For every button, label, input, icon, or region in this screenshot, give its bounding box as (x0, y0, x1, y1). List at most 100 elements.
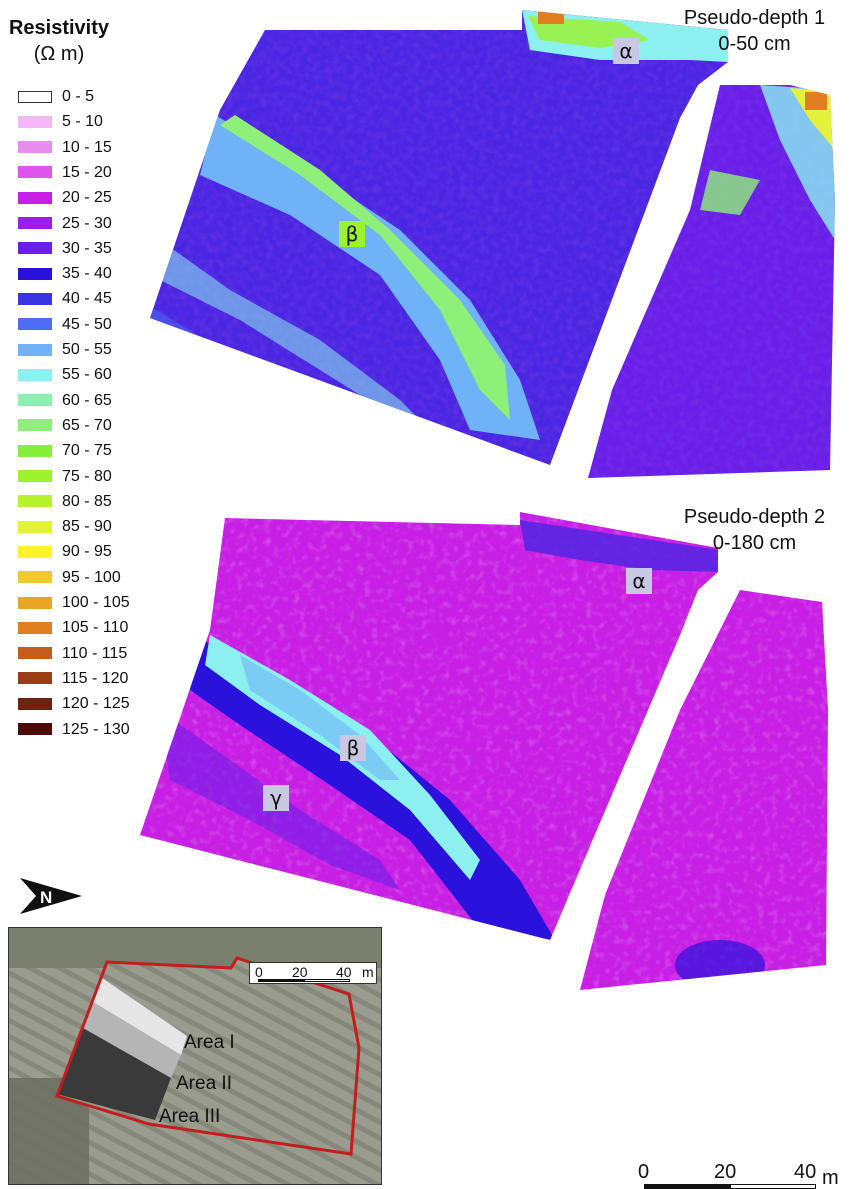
legend-label: 70 - 75 (62, 442, 112, 460)
legend-class: 125 - 130 (18, 720, 130, 738)
map-1-title: Pseudo-depth 1 (683, 7, 826, 29)
map-pseudo-depth-2: α β γ (0, 510, 854, 1000)
legend-label: 95 - 100 (62, 568, 121, 586)
legend-class: 0 - 5 (18, 88, 95, 105)
legend-class: 5 - 10 (18, 113, 103, 131)
legend-label: 65 - 70 (62, 416, 112, 434)
legend-class: 10 - 15 (18, 138, 112, 156)
resistivity-legend: Resistivity (Ω m) 0 - 5 5 - 10 10 - 15 15 -… (0, 0, 190, 740)
legend-swatch (18, 545, 52, 558)
map-1-depth-range: 0-50 cm (718, 33, 791, 55)
legend-class: 65 - 70 (18, 416, 112, 434)
zone-label-alpha-2: α (626, 568, 652, 594)
legend-label: 10 - 15 (62, 138, 112, 156)
zone-label-gamma-2: γ (263, 785, 289, 811)
legend-label: 15 - 20 (62, 163, 112, 181)
legend-label: 25 - 30 (62, 214, 112, 232)
main-scale-tick-0: 0 (638, 1161, 650, 1183)
area-label-3: Area III (159, 1106, 221, 1127)
legend-swatch (18, 621, 52, 634)
main-scale-tick-20: 20 (714, 1161, 737, 1183)
map-2-depth-range: 0-180 cm (712, 532, 797, 554)
legend-class: 25 - 30 (18, 214, 112, 232)
legend-class: 55 - 60 (18, 366, 112, 384)
legend-swatch (18, 444, 52, 457)
legend-class: 105 - 110 (18, 619, 129, 637)
map-2-title: Pseudo-depth 2 (683, 506, 826, 528)
north-label: N (40, 888, 52, 907)
legend-class: 40 - 45 (18, 290, 112, 308)
inset-scale-line (258, 979, 350, 982)
inset-scale-tick-40: 40 (336, 964, 352, 980)
legend-label: 40 - 45 (62, 290, 112, 308)
legend-class: 115 - 120 (18, 669, 129, 687)
legend-label: 30 - 35 (62, 239, 112, 257)
legend-label: 110 - 115 (62, 644, 128, 662)
legend-swatch (18, 242, 52, 255)
legend-label: 120 - 125 (62, 695, 130, 713)
legend-swatch (18, 90, 52, 103)
legend-label: 90 - 95 (62, 543, 112, 561)
main-scale-bar: 0 20 40 m (628, 1160, 854, 1189)
legend-swatch (18, 115, 52, 128)
legend-title: Resistivity (8, 17, 110, 39)
legend-label: 100 - 105 (62, 594, 130, 611)
legend-label: 0 - 5 (62, 88, 95, 105)
legend-swatch (18, 217, 52, 229)
legend-swatch (18, 343, 52, 356)
resistivity-map-1 (150, 10, 835, 478)
legend-swatch (18, 141, 52, 154)
legend-class: 45 - 50 (18, 315, 112, 333)
legend-swatch (18, 292, 52, 305)
legend-swatch (18, 419, 52, 432)
legend-swatch (18, 647, 52, 660)
legend-swatch (18, 697, 52, 710)
legend-swatch (18, 571, 52, 584)
legend-class: 110 - 115 (18, 644, 128, 662)
legend-swatch (18, 191, 52, 204)
zone-label-beta-2: β (340, 735, 366, 761)
legend-label: 80 - 85 (62, 492, 112, 510)
map-pseudo-depth-1: α β (0, 0, 854, 480)
legend-class: 30 - 35 (18, 239, 112, 257)
legend-label: 50 - 55 (62, 341, 112, 358)
legend-label: 105 - 110 (62, 619, 129, 637)
legend-swatch (18, 520, 52, 533)
north-arrow-icon: N (20, 878, 82, 914)
legend-swatch (18, 318, 52, 331)
legend-label: 45 - 50 (62, 315, 112, 333)
area-label-2: Area II (176, 1073, 232, 1094)
legend-swatch (18, 394, 52, 407)
inset-scale-unit: m (362, 964, 374, 980)
legend-class: 50 - 55 (18, 341, 112, 358)
inset-scale-bar: 0 20 40 m (249, 962, 377, 984)
legend-label: 125 - 130 (62, 720, 130, 738)
legend-label: 35 - 40 (62, 265, 112, 283)
legend-label: 85 - 90 (62, 518, 112, 536)
legend-class: 15 - 20 (18, 163, 112, 181)
legend-label: 115 - 120 (62, 669, 129, 687)
area-label-1: Area I (184, 1032, 235, 1053)
legend-class: 35 - 40 (18, 265, 112, 283)
legend-swatch (18, 267, 52, 280)
main-scale-unit: m (822, 1167, 839, 1189)
inset-scale-tick-20: 20 (292, 964, 308, 980)
legend-swatch (18, 672, 52, 685)
legend-swatch (18, 723, 52, 735)
legend-class: 70 - 75 (18, 442, 112, 460)
legend-swatch (18, 368, 52, 381)
resistivity-map-2 (140, 512, 828, 990)
legend-swatch (18, 596, 52, 609)
legend-class: 85 - 90 (18, 518, 112, 536)
legend-unit: (Ω m) (33, 43, 85, 65)
main-scale-line (644, 1184, 816, 1189)
legend-label: 55 - 60 (62, 366, 112, 384)
legend-class: 90 - 95 (18, 543, 112, 561)
legend-class: 100 - 105 (18, 594, 130, 611)
legend-class: 95 - 100 (18, 568, 121, 586)
inset-scale-tick-0: 0 (255, 964, 263, 980)
legend-class: 75 - 80 (18, 467, 112, 485)
zone-label-alpha-1: α (613, 38, 639, 64)
legend-label: 5 - 10 (62, 113, 103, 131)
legend-label: 75 - 80 (62, 467, 112, 485)
